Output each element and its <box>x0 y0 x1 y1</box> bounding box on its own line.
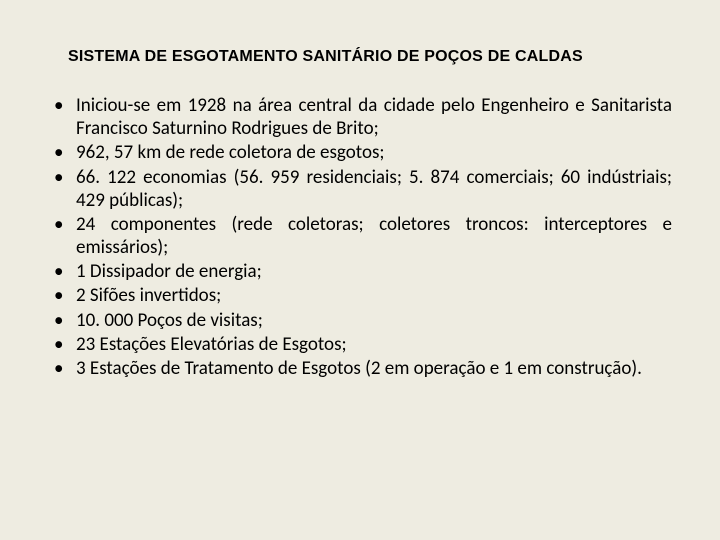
list-item: 1 Dissipador de energia; <box>76 260 672 283</box>
list-item: 2 Sifões invertidos; <box>76 284 672 307</box>
bullet-list: Iniciou-se em 1928 na área central da ci… <box>48 94 672 380</box>
list-item: 3 Estações de Tratamento de Esgotos (2 e… <box>76 357 672 380</box>
list-item: 23 Estações Elevatórias de Esgotos; <box>76 333 672 356</box>
slide-title: SISTEMA DE ESGOTAMENTO SANITÁRIO DE POÇO… <box>68 48 672 66</box>
list-item: 24 componentes (rede coletoras; coletore… <box>76 213 672 259</box>
slide-container: SISTEMA DE ESGOTAMENTO SANITÁRIO DE POÇO… <box>0 0 720 540</box>
list-item: 66. 122 economias (56. 959 residenciais;… <box>76 166 672 212</box>
list-item: 10. 000 Poços de visitas; <box>76 309 672 332</box>
list-item: 962, 57 km de rede coletora de esgotos; <box>76 141 672 164</box>
list-item: Iniciou-se em 1928 na área central da ci… <box>76 94 672 140</box>
